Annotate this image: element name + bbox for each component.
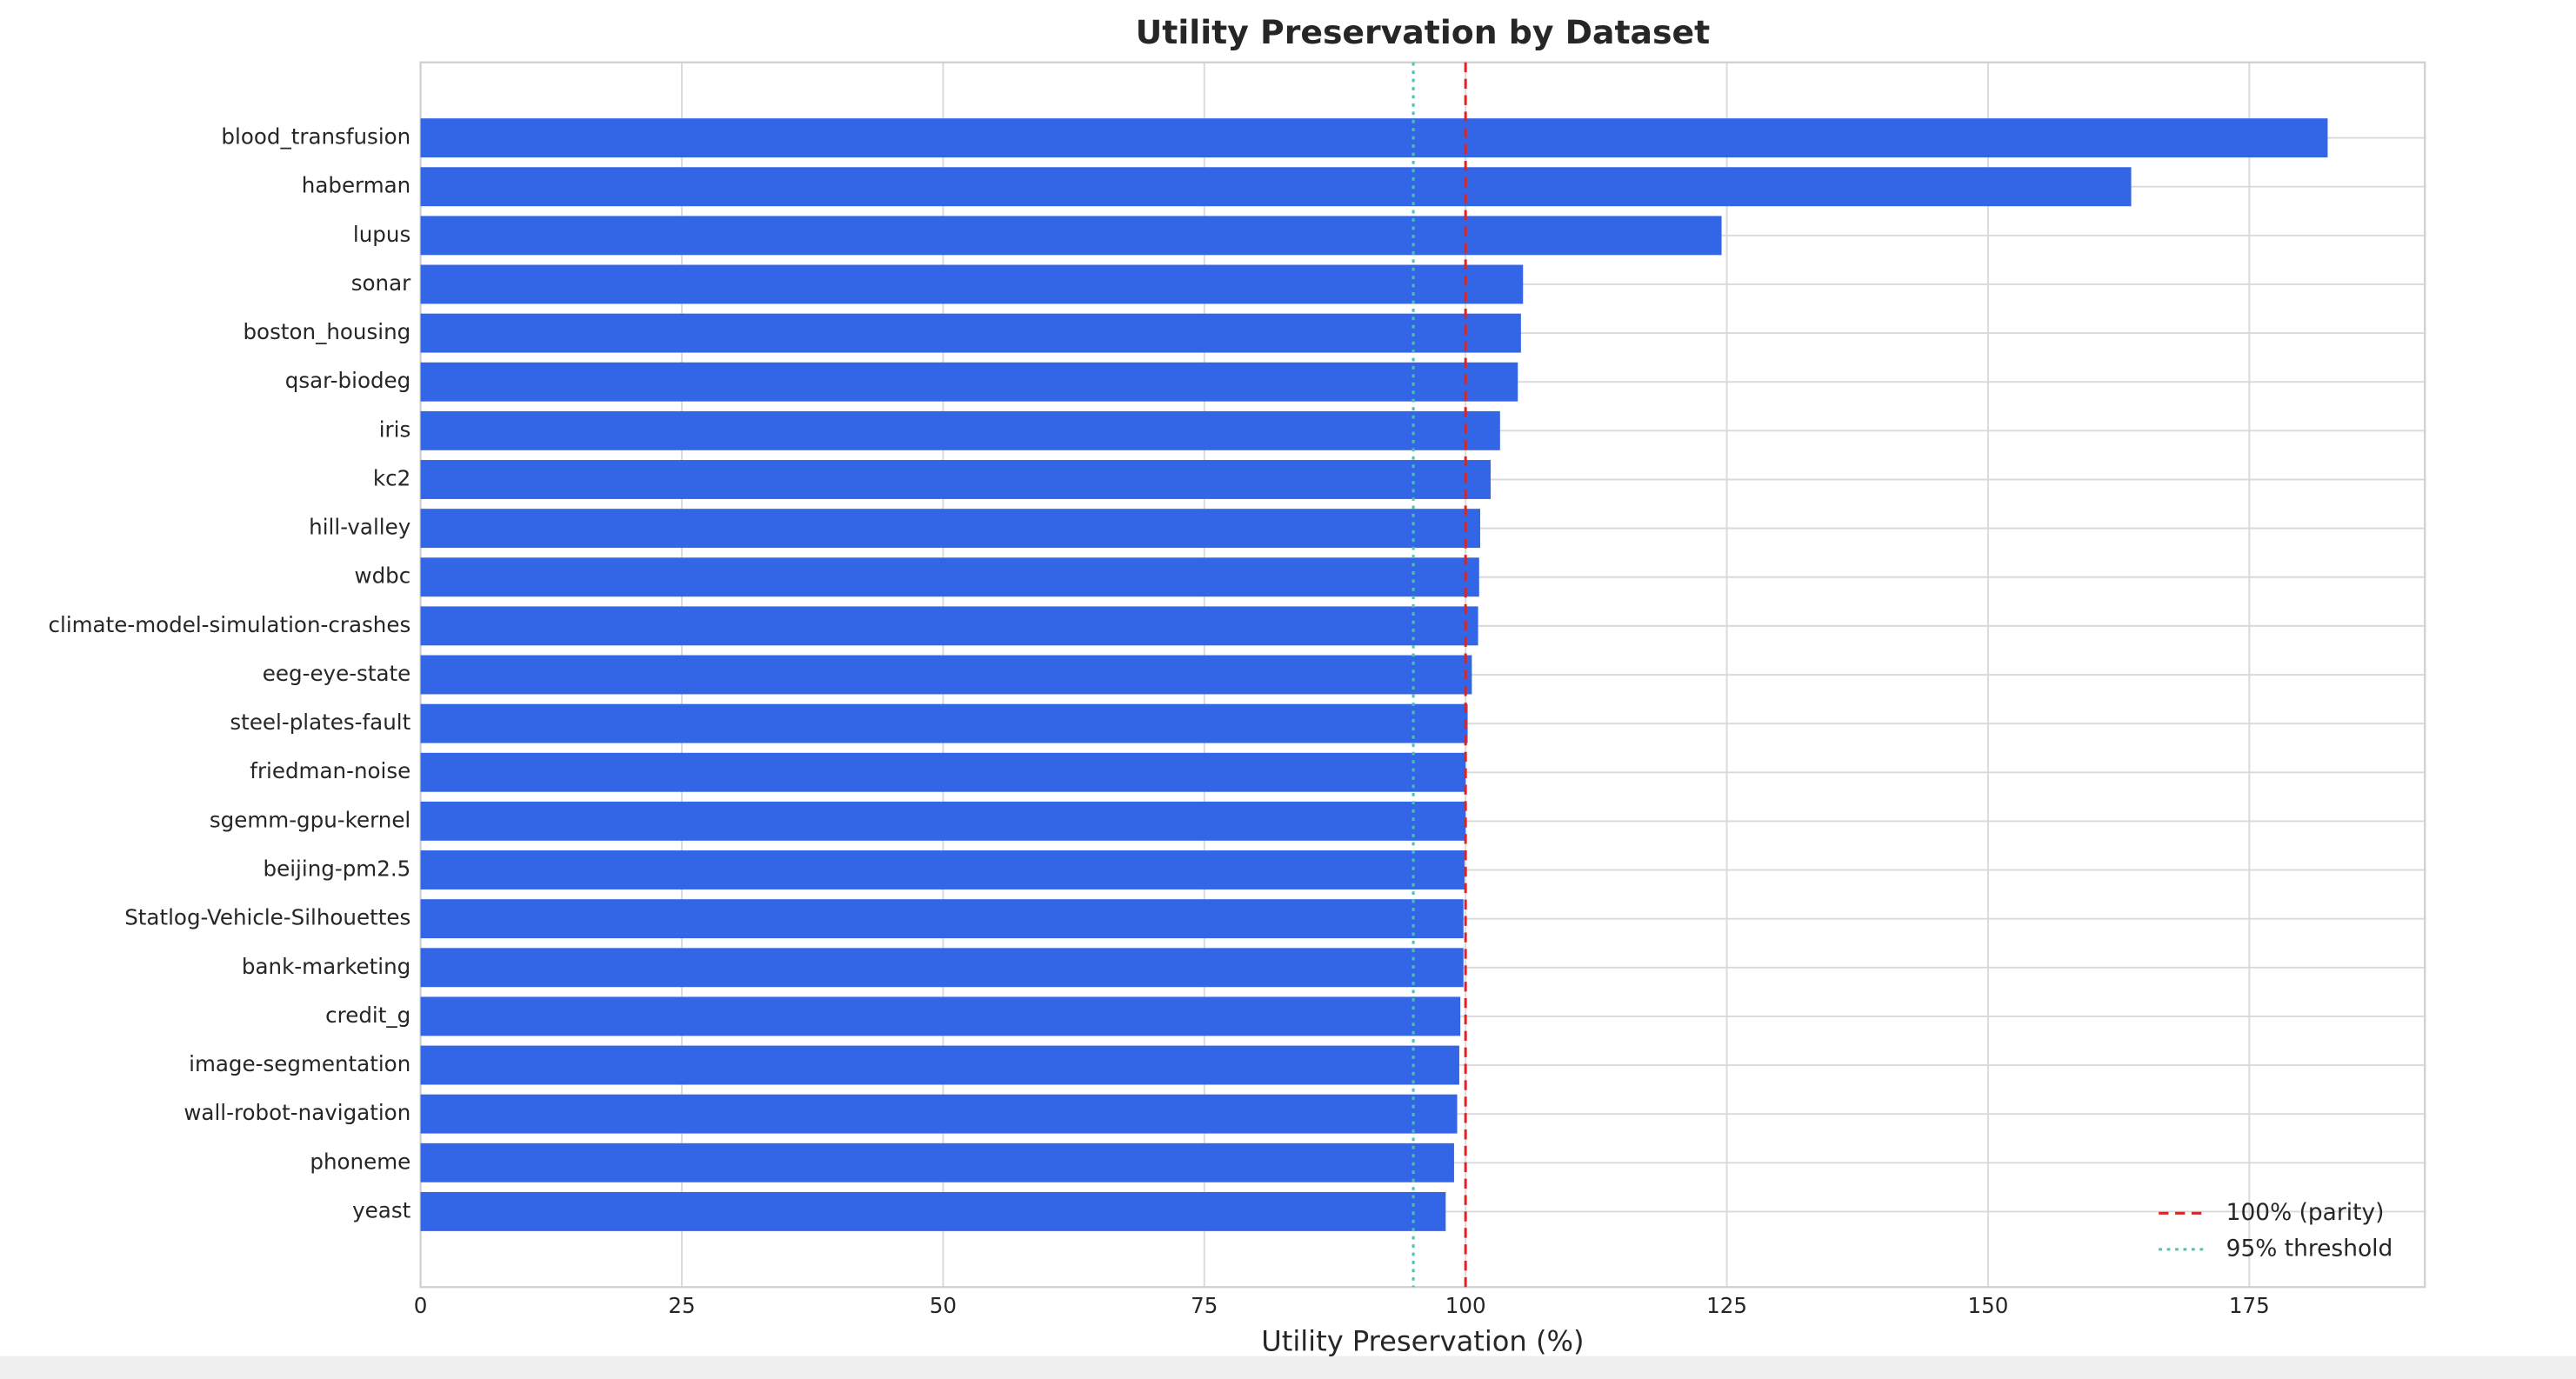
x-tick-label: 100: [1445, 1293, 1486, 1318]
y-tick-label: climate-model-simulation-crashes: [48, 612, 410, 637]
bar: [420, 899, 1464, 939]
legend-label: 95% threshold: [2226, 1235, 2393, 1262]
bar: [420, 264, 1524, 304]
y-tick-label: yeast: [352, 1197, 410, 1222]
y-tick-label: image-segmentation: [189, 1051, 410, 1076]
x-tick-label: 50: [930, 1293, 957, 1318]
y-tick-label: boston_housing: [243, 319, 410, 344]
y-tick-label: sgemm-gpu-kernel: [210, 807, 410, 832]
y-tick-label: blood_transfusion: [221, 124, 410, 150]
bar: [420, 850, 1465, 889]
x-tick-label: 125: [1706, 1293, 1747, 1318]
y-tick-label: Statlog-Vehicle-Silhouettes: [124, 905, 410, 930]
bar: [420, 948, 1464, 988]
bar: [420, 1045, 1459, 1085]
bar: [420, 509, 1480, 549]
y-tick-label: eeg-eye-state: [263, 661, 410, 686]
y-tick-label: bank-marketing: [242, 954, 410, 979]
y-tick-label: wall-robot-navigation: [184, 1100, 410, 1125]
legend-label: 100% (parity): [2226, 1199, 2385, 1226]
bar: [420, 557, 1479, 597]
bar: [420, 167, 2132, 207]
y-tick-label: steel-plates-fault: [230, 709, 410, 735]
bar: [420, 1191, 1446, 1231]
x-tick-label: 25: [668, 1293, 695, 1318]
y-tick-label: beijing-pm2.5: [264, 856, 411, 882]
x-axis-label: Utility Preservation (%): [1261, 1324, 1584, 1357]
bar: [420, 1094, 1458, 1134]
bar: [420, 362, 1518, 402]
y-tick-label: hill-valley: [309, 515, 410, 540]
x-tick-label: 75: [1191, 1293, 1218, 1318]
y-tick-label: wdbc: [354, 563, 410, 589]
y-tick-label: kc2: [373, 465, 410, 490]
y-tick-label: phoneme: [310, 1149, 410, 1174]
bar: [420, 655, 1472, 695]
bar: [420, 752, 1466, 792]
chart-title: Utility Preservation by Dataset: [1136, 13, 1711, 51]
y-tick-label: haberman: [302, 173, 410, 198]
x-tick-label: 175: [2229, 1293, 2270, 1318]
bar: [420, 216, 1722, 256]
y-tick-label: lupus: [353, 222, 410, 247]
y-tick-label: iris: [379, 416, 411, 442]
x-tick-label: 0: [414, 1293, 428, 1318]
bar: [420, 410, 1500, 450]
x-tick-label: 150: [1968, 1293, 2009, 1318]
bar: [420, 801, 1466, 841]
bar: [420, 313, 1521, 353]
y-tick-label: credit_g: [325, 1003, 410, 1028]
y-tick-label: qsar-biodeg: [285, 368, 411, 393]
bar: [420, 1143, 1454, 1182]
y-tick-label: sonar: [351, 270, 411, 296]
bar: [420, 606, 1478, 646]
bar: [420, 703, 1468, 743]
bar: [420, 118, 2328, 158]
bar: [420, 460, 1492, 499]
bar: [420, 996, 1461, 1036]
y-tick-label: friedman-noise: [250, 758, 410, 783]
bottom-strip: [0, 1356, 2576, 1379]
